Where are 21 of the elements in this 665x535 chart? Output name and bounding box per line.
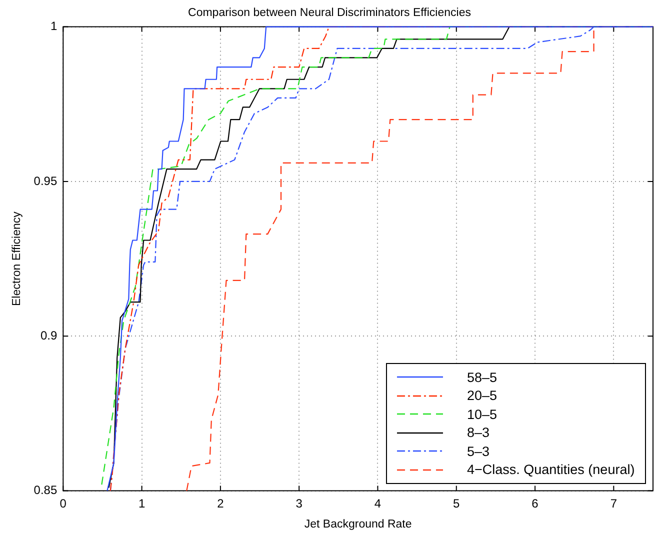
x-tick-label: 7 xyxy=(610,496,618,510)
x-tick-label: 5 xyxy=(453,496,460,510)
x-tick-label: 0 xyxy=(60,496,67,510)
y-tick-label: 0.85 xyxy=(34,483,58,498)
y-tick-label: 1 xyxy=(50,19,58,34)
legend-label: 4−Class. Quantities (neural) xyxy=(467,462,635,478)
x-tick-label: 3 xyxy=(296,496,303,510)
legend-label: 58–5 xyxy=(467,370,498,385)
chart-title: Comparison between Neural Discriminators Efficiencies xyxy=(188,7,472,20)
x-axis-title: Jet Background Rate xyxy=(304,518,412,530)
legend-label: 5–3 xyxy=(467,444,490,459)
y-tick-label: 0.95 xyxy=(34,174,58,188)
y-tick-label: 0.9 xyxy=(40,328,58,342)
legend-label: 10–5 xyxy=(467,406,498,422)
legend-label: 20–5 xyxy=(467,388,498,404)
x-tick-label: 6 xyxy=(532,496,539,510)
legend-label: 8–3 xyxy=(467,425,490,440)
x-tick-label: 1 xyxy=(138,496,146,510)
x-tick-label: 2 xyxy=(217,496,224,510)
x-tick-label: 4 xyxy=(374,496,382,510)
y-axis-title: Electron Efficiency xyxy=(11,211,24,306)
